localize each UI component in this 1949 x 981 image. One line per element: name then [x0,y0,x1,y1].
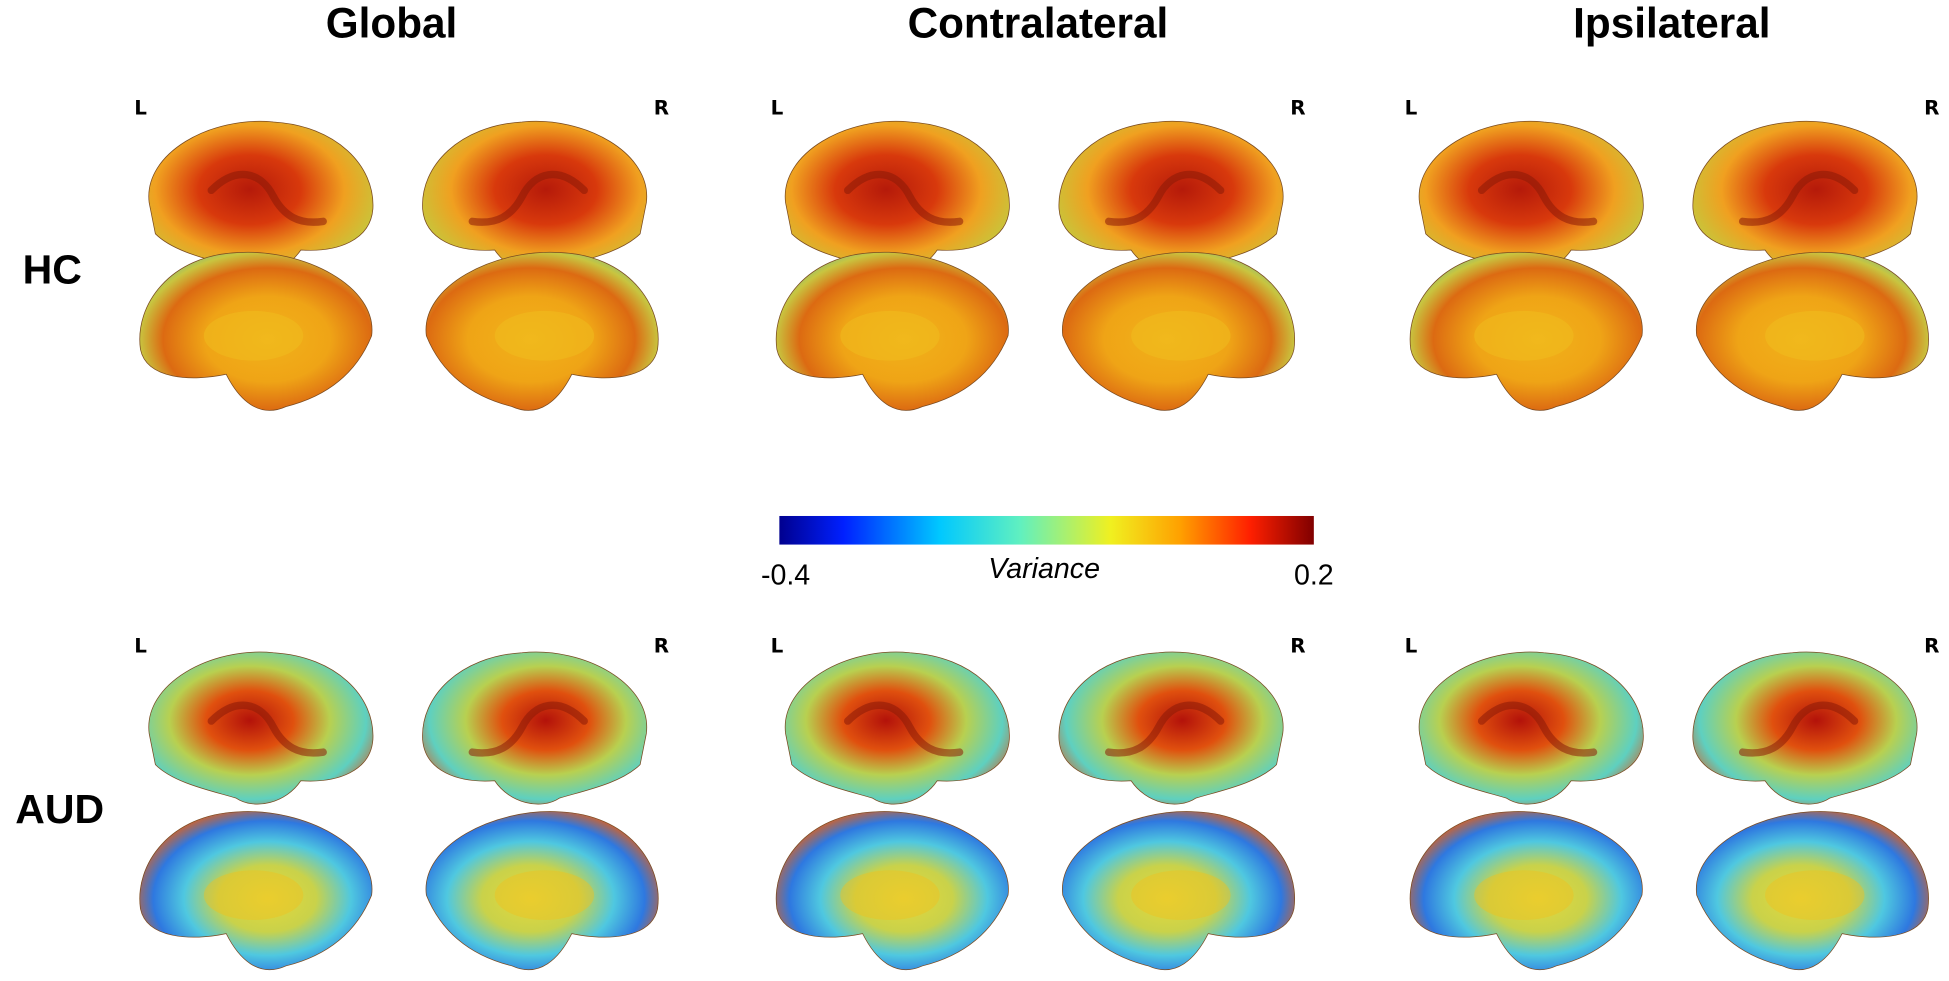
sulcus [207,701,327,757]
medial-surface [139,251,373,411]
sulcus [468,701,588,757]
medial-wall [840,870,940,920]
cortex [422,120,647,274]
cortex [1062,251,1296,411]
medial-surface [1696,251,1929,411]
cortex [1696,251,1929,411]
medial-wall [840,310,940,361]
cortex [1692,651,1918,805]
lateral-surface [1418,651,1644,805]
medial-surface [1062,251,1296,411]
hemisphere-label: R [654,635,669,658]
colorbar-max: 0.2 [1294,559,1334,591]
lateral-surface [784,120,1010,274]
cortex [775,811,1009,971]
medial-surface [425,251,659,411]
row-label: HC [23,247,82,293]
column-title: Global [326,0,457,46]
sulcus [1105,701,1225,757]
hemisphere-label: R [1924,96,1939,119]
hemisphere-label: R [1290,635,1305,658]
cortex [422,651,647,805]
cortex [148,120,374,274]
cortex [775,251,1009,411]
hemisphere-label: L [134,96,147,119]
sulcus [843,170,964,226]
sulcus [1477,170,1598,226]
lateral-surface [148,120,374,274]
sulcus [1477,701,1598,757]
medial-surface [775,251,1009,411]
column-title: Ipsilateral [1573,0,1770,46]
medial-surface [1696,811,1929,971]
lateral-surface [422,651,647,805]
cortex [1692,120,1918,274]
medial-surface [425,811,659,971]
lateral-surface [1058,651,1284,805]
medial-wall [1765,870,1865,920]
colorbar-min: -0.4 [761,559,810,591]
cortex [1058,120,1284,274]
cortex [425,811,659,971]
hemisphere-label: L [1405,635,1418,658]
medial-wall [1474,870,1574,920]
hemisphere-label: L [134,635,147,658]
medial-surface [139,811,373,971]
lateral-surface [784,651,1010,805]
medial-surface [1062,811,1296,971]
colorbar [779,515,1314,545]
hemisphere-label: R [1290,96,1305,119]
cortex [425,251,659,411]
sulcus [468,170,588,226]
lateral-surface [148,651,374,805]
cortex [1062,811,1296,971]
medial-wall [1131,310,1231,361]
cortex [784,651,1010,805]
sulcus [1738,170,1859,226]
hemisphere-label: R [654,96,669,119]
cortex [139,251,373,411]
cortex [148,651,374,805]
medial-wall [203,870,304,920]
lateral-surface [1692,651,1918,805]
sulcus [207,170,327,226]
lateral-surface [1418,120,1644,274]
cortex [1418,651,1644,805]
cortex [1409,251,1643,411]
medial-wall [494,310,595,361]
brain-panels [139,120,1929,971]
sulcus [1105,170,1225,226]
medial-wall [1474,310,1574,361]
cortex [1058,651,1284,805]
medial-wall [203,310,304,361]
hemisphere-label: R [1924,635,1939,658]
medial-wall [1131,870,1231,920]
hemisphere-label: L [771,635,784,658]
sulcus [843,701,964,757]
cortex [784,120,1010,274]
cortex [1696,811,1929,971]
cortex [139,811,373,971]
cortex [1409,811,1643,971]
cortex [1418,120,1644,274]
medial-wall [1765,310,1865,361]
medial-surface [775,811,1009,971]
hemisphere-label: L [771,96,784,119]
medial-surface [1409,251,1643,411]
medial-wall [494,870,595,920]
row-label: AUD [15,786,104,832]
column-title: Contralateral [908,0,1169,46]
lateral-surface [422,120,647,274]
lateral-surface [1692,120,1918,274]
colorbar-label: Variance [988,553,1100,585]
lateral-surface [1058,120,1284,274]
sulcus [1738,701,1859,757]
hemisphere-label: L [1405,96,1418,119]
medial-surface [1409,811,1643,971]
